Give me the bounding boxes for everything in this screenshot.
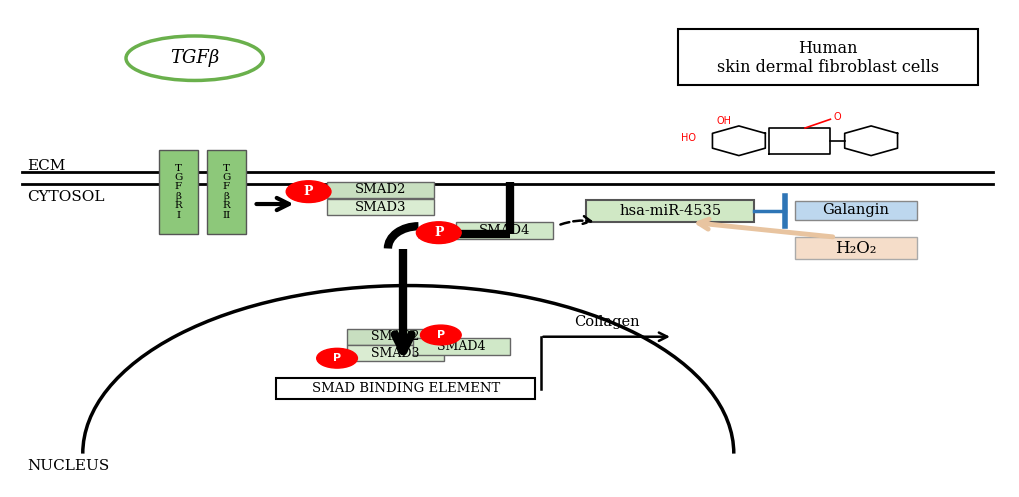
Text: P: P xyxy=(436,330,444,340)
Text: Galangin: Galangin xyxy=(821,203,889,218)
Text: Human: Human xyxy=(797,40,857,57)
Text: SMAD2: SMAD2 xyxy=(355,183,406,196)
Text: O: O xyxy=(833,112,841,122)
Bar xyxy=(276,378,535,399)
Text: TGFβ: TGFβ xyxy=(170,49,219,67)
Bar xyxy=(346,345,443,361)
Circle shape xyxy=(317,348,357,368)
Text: HO: HO xyxy=(681,133,696,143)
Bar xyxy=(794,201,916,220)
Bar xyxy=(207,150,246,234)
Text: OH: OH xyxy=(715,116,731,126)
Bar xyxy=(794,237,916,259)
Text: SMAD3: SMAD3 xyxy=(371,346,420,359)
Text: CYTOSOL: CYTOSOL xyxy=(26,190,104,204)
Text: ECM: ECM xyxy=(26,159,65,173)
Text: SMAD2: SMAD2 xyxy=(371,330,420,343)
Text: P: P xyxy=(304,185,313,198)
Text: T
G
F
β
R
II: T G F β R II xyxy=(222,164,230,220)
Bar xyxy=(346,329,443,345)
Text: T
G
F
β
R
I: T G F β R I xyxy=(174,164,182,220)
Text: P: P xyxy=(332,353,340,363)
Text: SMAD4: SMAD4 xyxy=(478,224,530,237)
Bar xyxy=(455,222,552,239)
Text: NUCLEUS: NUCLEUS xyxy=(26,459,109,473)
Text: hsa-miR-4535: hsa-miR-4535 xyxy=(619,204,720,218)
Bar xyxy=(586,200,753,222)
Bar xyxy=(159,150,198,234)
Bar xyxy=(326,182,433,198)
Text: skin dermal fibroblast cells: skin dermal fibroblast cells xyxy=(716,59,938,76)
Text: SMAD4: SMAD4 xyxy=(437,340,485,353)
Bar xyxy=(678,28,977,85)
Bar xyxy=(326,199,433,215)
Circle shape xyxy=(416,222,461,244)
Circle shape xyxy=(420,325,461,345)
Circle shape xyxy=(286,181,330,203)
Bar xyxy=(413,338,510,355)
Text: Collagen: Collagen xyxy=(574,315,639,330)
Text: H₂O₂: H₂O₂ xyxy=(835,240,875,257)
Text: P: P xyxy=(434,226,443,239)
Text: SMAD3: SMAD3 xyxy=(355,201,406,214)
Text: SMAD BINDING ELEMENT: SMAD BINDING ELEMENT xyxy=(311,382,499,395)
